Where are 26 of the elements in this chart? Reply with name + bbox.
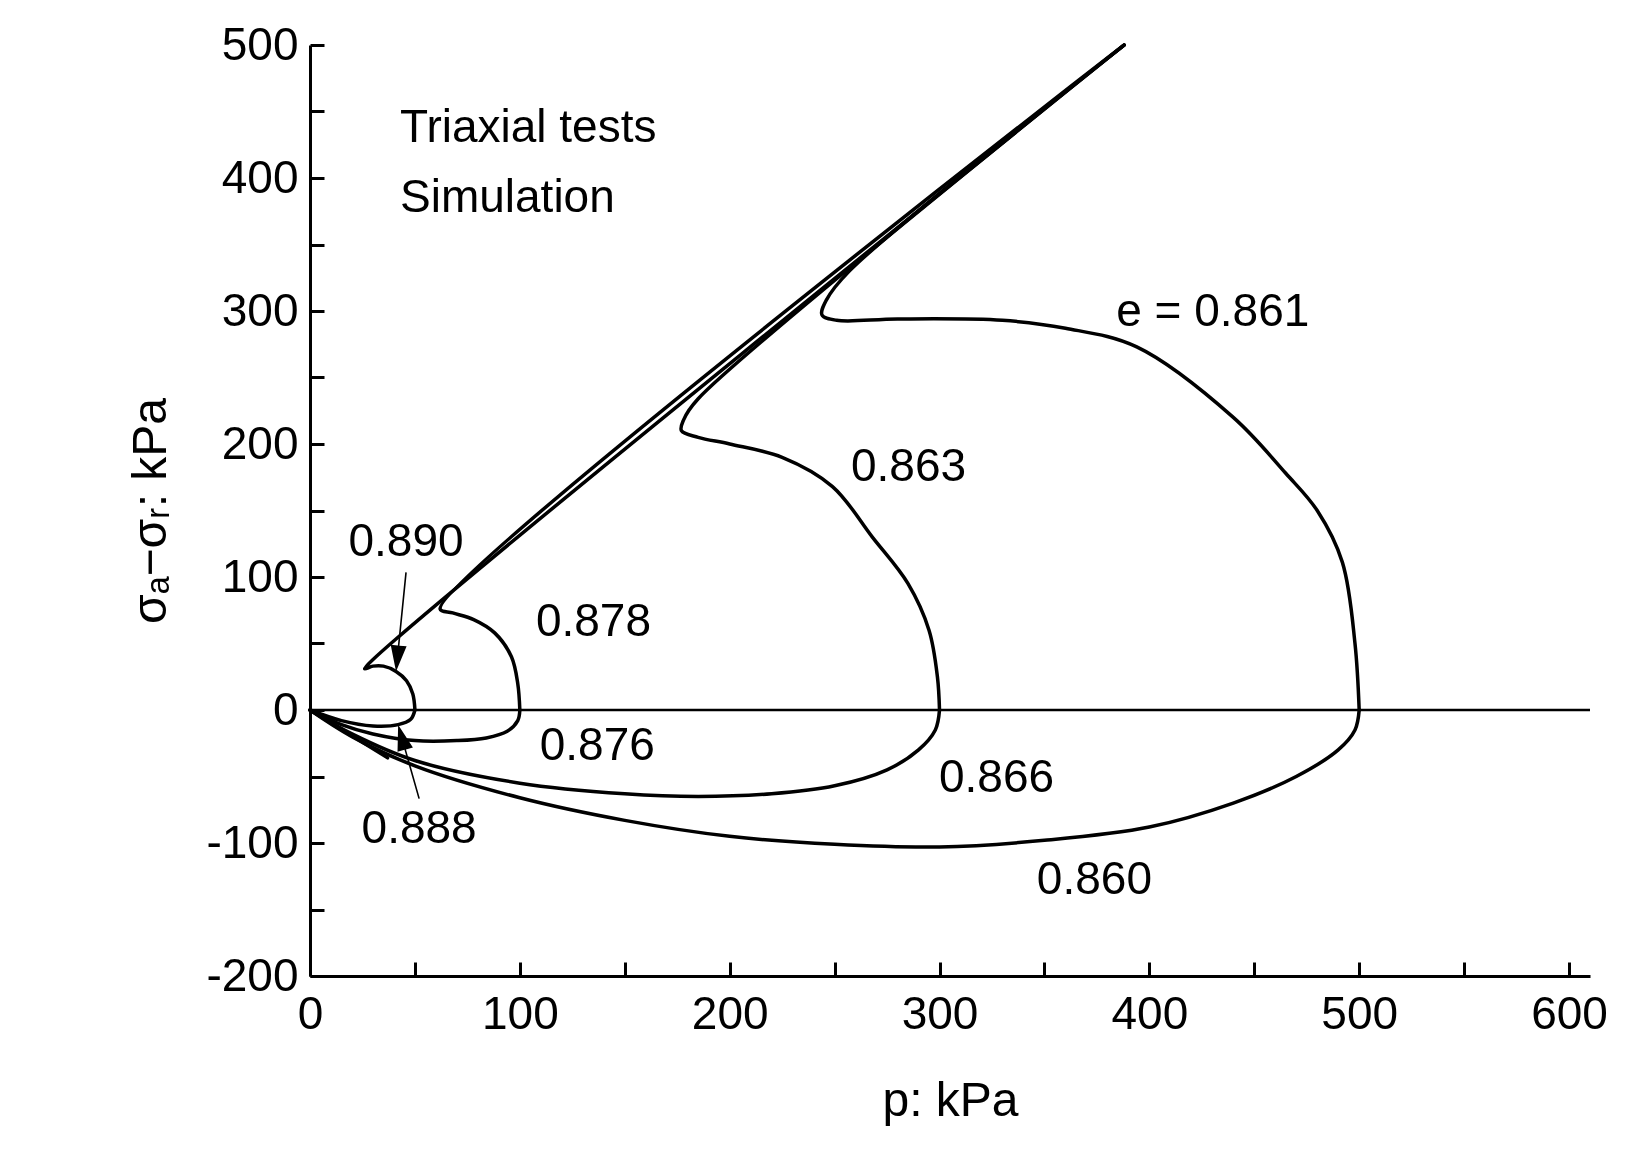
series-label: 0.890 <box>348 514 464 567</box>
y-tick-label: 500 <box>221 17 299 70</box>
annotation: 0.888 <box>361 800 477 853</box>
x-tick-label: 600 <box>1531 986 1608 1039</box>
series-label: 0.866 <box>938 750 1055 802</box>
y-tick-label: 100 <box>221 549 299 602</box>
y-tick-label: 400 <box>221 150 299 203</box>
annotation: Triaxial tests <box>400 100 657 152</box>
x-tick-label: 400 <box>1111 986 1189 1039</box>
x-axis-title: p: kPa <box>882 1072 1019 1126</box>
annotation: Simulation <box>400 170 615 222</box>
series-label: 0.860 <box>1036 852 1152 905</box>
y-tick-label: 300 <box>221 283 299 336</box>
series-label: e = 0.861 <box>1116 283 1310 336</box>
y-tick-label: -100 <box>206 815 299 868</box>
x-tick-label: 200 <box>691 986 769 1039</box>
y-tick-label: -200 <box>206 948 299 1001</box>
x-tick-label: 300 <box>901 986 979 1039</box>
series-label: 0.876 <box>539 717 655 770</box>
y-axis-title: σₐ−σᵣ: kPa <box>123 397 177 625</box>
y-tick-label: 0 <box>272 682 299 735</box>
y-tick-label: 200 <box>221 416 299 469</box>
series-label: 0.863 <box>850 438 967 491</box>
x-tick-label: 100 <box>481 986 559 1039</box>
x-tick-label: 500 <box>1321 986 1399 1039</box>
series-label: 0.878 <box>535 593 652 646</box>
